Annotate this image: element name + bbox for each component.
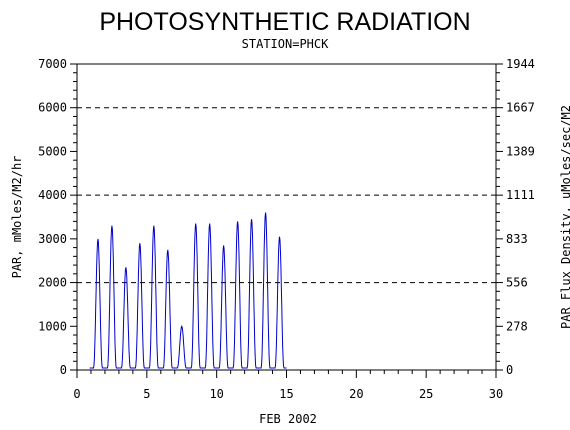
- y-left-tick-label: 4000: [38, 188, 67, 202]
- plot-frame: [76, 63, 497, 371]
- y-left-tick-label: 1000: [38, 319, 67, 333]
- y-left-tick-label: 6000: [38, 101, 67, 115]
- y-axis-label-right: PAR Flux Density, uMoles/sec/M2: [559, 105, 570, 329]
- y-axis-label-left: PAR, mMoles/M2/hr: [10, 156, 24, 279]
- y-right-tick-label: 0: [506, 363, 513, 377]
- x-tick-label: 0: [73, 387, 80, 401]
- chart-title: PHOTOSYNTHETIC RADIATION: [99, 8, 470, 36]
- y-right-tick-label: 1944: [506, 57, 535, 71]
- y-left-tick-label: 2000: [38, 276, 67, 290]
- grid-lines: [77, 107, 496, 284]
- y-right-tick-label: 278: [506, 319, 528, 333]
- y-left-tick-label: 0: [60, 363, 67, 377]
- x-tick-label: 5: [143, 387, 150, 401]
- y-right-tick-label: 1111: [506, 188, 535, 202]
- series-layer: [89, 212, 287, 369]
- x-tick-label: 20: [349, 387, 363, 401]
- y-right-tick-label: 556: [506, 276, 528, 290]
- x-tick-label: 25: [419, 387, 433, 401]
- y-right-tick-label: 833: [506, 232, 528, 246]
- y-left-tick-label: 7000: [38, 57, 67, 71]
- x-tick-label: 10: [209, 387, 223, 401]
- y-left-tick-label: 3000: [38, 232, 67, 246]
- tick-labels: 0 1000 2000 3000 4000 5000 6000 7000 0 278 556 833 1…: [38, 57, 535, 401]
- axis-ticks: [70, 63, 503, 378]
- y-right-tick-label: 1389: [506, 144, 535, 158]
- x-tick-label: 15: [279, 387, 293, 401]
- x-axis-label: FEB 2002: [259, 412, 317, 426]
- y-right-tick-label: 1667: [506, 101, 535, 115]
- y-left-tick-label: 5000: [38, 144, 67, 158]
- par-series-line: [89, 212, 287, 369]
- x-tick-label: 30: [489, 387, 503, 401]
- chart-subtitle: STATION=PHCK: [242, 37, 329, 51]
